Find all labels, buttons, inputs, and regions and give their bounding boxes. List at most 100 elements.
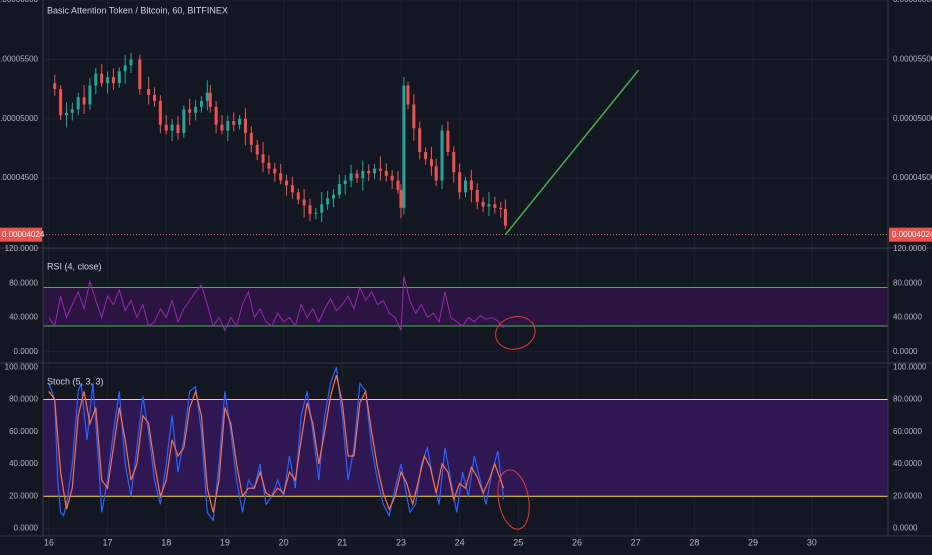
candle-body [343,180,347,185]
y-tick-label-left: 40.0000 [9,459,38,468]
candle-body [76,97,80,110]
candle-body [106,77,110,84]
candle-body [349,173,353,181]
current-price-label-left: 0.00004024 [2,230,45,239]
y-tick-label-left: 120.0000 [5,244,39,253]
y-tick-label-left: 60.0000 [9,427,38,436]
candle-body [464,180,467,193]
y-tick-label-left: 80.0000 [9,395,38,404]
candle-body [199,100,203,107]
stoch-d-line [48,375,505,513]
candle-body [487,204,491,207]
candle-body [64,112,68,116]
x-tick-label: 24 [455,537,465,547]
y-tick-label-right: 60.0000 [893,427,922,436]
y-tick-label-left: 0.00006000 [0,0,39,4]
candle-body [446,130,450,152]
candle-body [373,168,377,174]
candle-body [285,180,289,186]
candle-body [361,171,365,179]
candle-body [123,65,127,72]
candle-body [243,118,247,133]
candle-body [475,190,479,202]
candle-body [170,124,174,131]
y-tick-label-left: 0.00005000 [0,114,39,123]
y-tick-label-right: 80.0000 [893,278,922,287]
candle-body [378,168,382,171]
candle-body [424,152,428,160]
stoch-title: Stoch (5, 3, 3) [47,376,104,386]
rsi-circle-annotation [495,316,536,350]
candle-body [302,199,306,206]
y-tick-label-right: 0.00005500 [893,54,932,63]
x-tick-label: 29 [748,537,758,547]
candle-body [182,109,186,133]
y-tick-label-left: 20.0000 [9,491,38,500]
y-tick-label-left: 40.0000 [9,313,38,322]
candle-body [331,194,335,199]
y-tick-label-right: 0.00006000 [893,0,932,4]
candle-body [399,190,403,208]
rsi-band-fill [43,287,888,327]
x-tick-label: 26 [572,537,582,547]
candle-body [129,59,133,66]
candle-body [402,85,406,208]
candle-body [469,180,473,190]
candle-body [308,205,312,214]
y-tick-label-right: 40.0000 [893,459,922,468]
candle-body [326,198,330,205]
x-tick-label: 27 [631,537,641,547]
candle-body [208,92,212,107]
x-tick-label: 28 [689,537,699,547]
rsi-line [48,276,504,332]
y-tick-label-right: 0.00004500 [893,173,932,182]
candle-body [406,85,410,105]
trend-line[interactable] [504,69,640,236]
candle-body [481,201,485,207]
candle-body [493,204,497,208]
candle-body [220,124,224,131]
candle-body [337,184,341,195]
candle-body [194,106,198,113]
candle-body [267,162,271,169]
candle-body [296,192,300,200]
y-tick-label-right: 0.0000 [893,347,918,356]
x-tick-label: 17 [103,537,113,547]
candle-body [418,128,422,152]
current-price-badge-left [0,227,42,242]
y-tick-label-left: 100.0000 [5,362,39,371]
candle-body [255,144,259,155]
chart-title: Basic Attention Token / Bitcoin, 60, BIT… [47,5,228,15]
candle-body [390,175,394,181]
y-tick-label-left: 0.00004500 [0,173,39,182]
candle-body [314,212,318,214]
candle-body [147,89,151,95]
candle-body [249,133,253,145]
candle-body [279,173,283,181]
candle-body [434,166,438,181]
candle-body [384,171,388,176]
x-tick-label: 18 [161,537,171,547]
y-tick-label-left: 0.00005500 [0,54,39,63]
candle-body [82,97,86,105]
y-tick-label-left: 0.0000 [14,347,39,356]
y-tick-label-right: 80.0000 [893,395,922,404]
candle-body [396,180,400,190]
candle-body [100,73,104,84]
y-tick-label-right: 0.0000 [893,524,918,533]
candle-body [232,121,236,125]
y-tick-label-right: 100.0000 [893,362,927,371]
candle-body [320,204,324,213]
candle-body [503,209,507,226]
y-tick-label-right: 20.0000 [893,491,922,500]
candle-body [158,100,162,125]
x-tick-label: 21 [337,537,347,547]
current-price-badge-right [889,227,932,242]
candle-body [70,109,74,113]
candle-body [214,106,218,125]
x-tick-label: 23 [396,537,406,547]
y-tick-label-left: 0.0000 [14,524,39,533]
y-tick-label-left: 80.0000 [9,278,38,287]
